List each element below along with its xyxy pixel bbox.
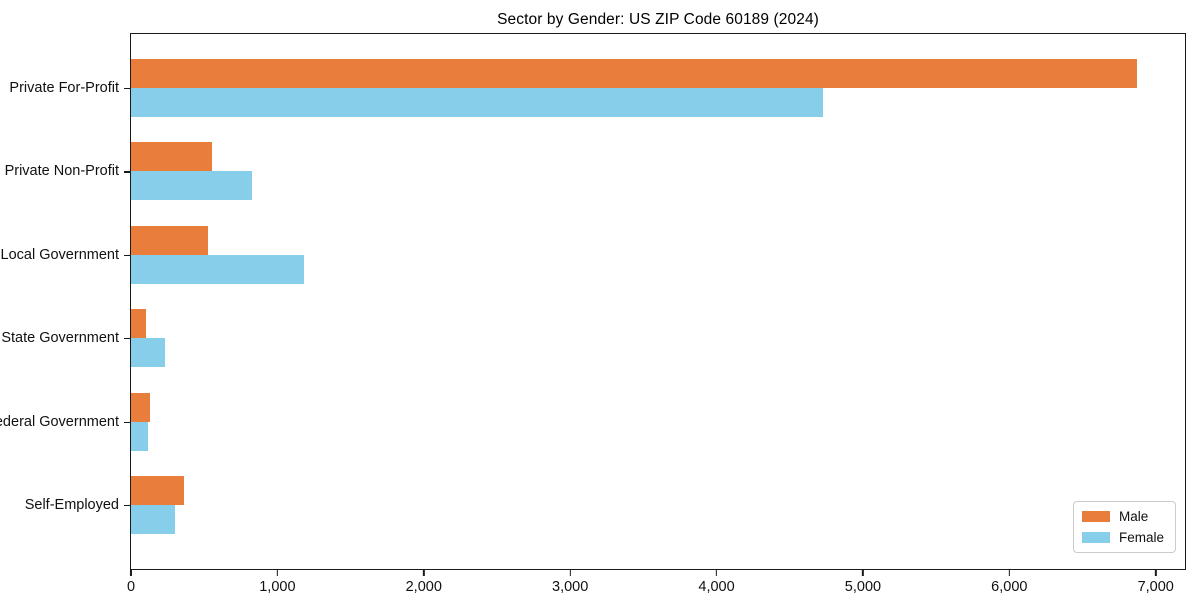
- category-label: Private Non-Profit: [4, 163, 119, 180]
- bar-row: Local Government: [1, 225, 1185, 284]
- bar-female: [131, 254, 305, 284]
- x-axis-tick: 3,000: [552, 569, 588, 595]
- bar-male: [131, 309, 147, 339]
- x-tick-label: 0: [126, 579, 136, 595]
- legend-entry-female: Female: [1081, 530, 1164, 545]
- x-tick-mark: [862, 569, 864, 576]
- y-tick-mark: [124, 421, 131, 423]
- legend-entry-male: Male: [1081, 509, 1164, 524]
- bar-female: [131, 88, 824, 117]
- x-tick-label: 6,000: [991, 579, 1028, 595]
- x-tick-label: 7,000: [1137, 579, 1174, 595]
- category-label: Federal Government: [0, 413, 119, 430]
- bar-row: Federal Government: [0, 392, 1185, 451]
- x-tick-label: 2,000: [405, 579, 442, 595]
- bar-row: Private For-Profit: [9, 59, 1185, 117]
- y-tick-mark: [124, 88, 131, 90]
- x-axis-tick: 6,000: [991, 569, 1027, 595]
- x-tick-mark: [130, 569, 132, 576]
- x-axis-tick: 2,000: [406, 569, 442, 595]
- x-tick-label: 1,000: [259, 579, 296, 595]
- x-tick-label: 5,000: [844, 579, 882, 595]
- y-tick-mark: [124, 504, 131, 507]
- bar-row: Self-Employed: [25, 475, 1185, 534]
- legend-label: Male: [1118, 509, 1149, 524]
- bar-rows-container: Private For-Profit Private Non-Profit Loca…: [0, 34, 1185, 569]
- bar-row: Private Non-Profit: [5, 142, 1185, 201]
- bar-male: [131, 59, 1137, 88]
- y-tick-mark: [124, 338, 131, 340]
- bar-male: [131, 142, 212, 172]
- x-tick-mark: [1155, 569, 1157, 576]
- x-axis-ticks: 0 1,000 2,000 3,000 4,000 5,000 6,000 7,000: [127, 569, 1185, 599]
- category-label: State Government: [1, 330, 119, 347]
- y-tick-mark: [124, 171, 131, 173]
- bar-male: [131, 392, 151, 422]
- x-tick-mark: [569, 569, 571, 576]
- x-tick-mark: [1008, 569, 1010, 576]
- x-tick-label: 3,000: [552, 579, 589, 595]
- plot-area: Private For-Profit Private Non-Profit Loca…: [0, 33, 1186, 595]
- x-tick-mark: [276, 569, 279, 576]
- legend-swatch-male: [1081, 511, 1110, 522]
- x-tick-mark: [423, 569, 425, 576]
- bar-row: State Government: [1, 309, 1185, 368]
- x-axis-tick: 4,000: [698, 569, 735, 595]
- legend-label: Female: [1118, 530, 1164, 545]
- x-axis-tick: 5,000: [845, 569, 881, 595]
- category-label: Self-Employed: [24, 496, 119, 513]
- x-tick-label: 4,000: [698, 579, 735, 595]
- category-label: Local Government: [0, 246, 119, 263]
- bar-female: [131, 338, 165, 368]
- x-tick-mark: [715, 569, 718, 576]
- category-label: Private For-Profit: [9, 80, 119, 96]
- x-axis-tick: 7,000: [1138, 569, 1174, 595]
- chart-title: Sector by Gender: US ZIP Code 60189 (202…: [497, 11, 819, 28]
- legend: Male Female: [1072, 501, 1176, 553]
- legend-swatch-female: [1081, 532, 1110, 543]
- x-axis-tick: 1,000: [259, 569, 296, 595]
- bar-male: [131, 225, 208, 255]
- bar-female: [131, 504, 175, 534]
- bar-female: [131, 421, 148, 451]
- y-tick-mark: [124, 254, 131, 257]
- bar-female: [131, 171, 252, 201]
- bar-male: [131, 475, 184, 505]
- x-axis-tick: 0: [127, 569, 135, 595]
